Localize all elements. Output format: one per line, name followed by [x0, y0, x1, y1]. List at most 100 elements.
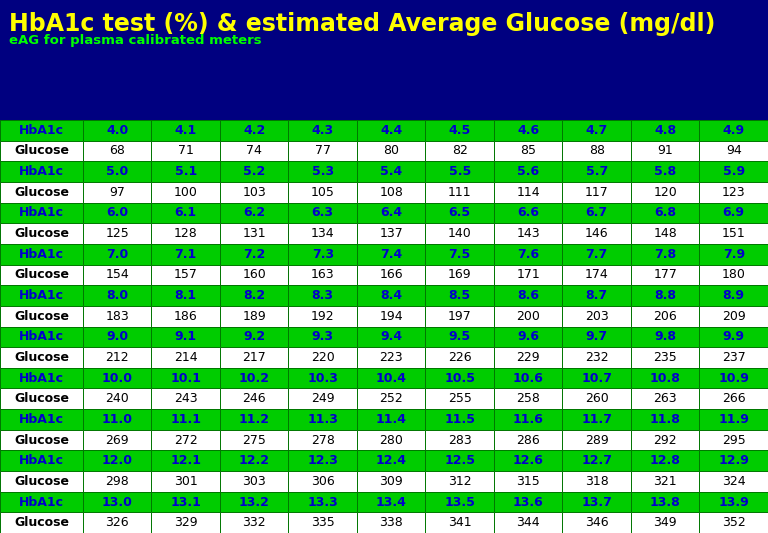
Text: 229: 229: [516, 351, 540, 364]
Text: 6.0: 6.0: [106, 206, 128, 220]
Text: 12.2: 12.2: [239, 454, 270, 467]
Text: 4.2: 4.2: [243, 124, 265, 137]
Bar: [700, 244, 768, 264]
Bar: [494, 327, 562, 347]
Text: HbA1c: HbA1c: [19, 165, 64, 178]
Bar: [220, 223, 289, 244]
Text: 143: 143: [516, 227, 540, 240]
Text: 5.8: 5.8: [654, 165, 677, 178]
Text: 5.0: 5.0: [106, 165, 128, 178]
Bar: [562, 368, 631, 389]
Text: 324: 324: [722, 475, 746, 488]
Bar: [700, 368, 768, 389]
Bar: [83, 182, 151, 203]
Bar: [151, 244, 220, 264]
Bar: [83, 141, 151, 161]
Bar: [631, 430, 700, 450]
Text: 11.2: 11.2: [239, 413, 270, 426]
Text: 105: 105: [311, 186, 335, 199]
Text: 243: 243: [174, 392, 197, 405]
Text: 309: 309: [379, 475, 403, 488]
Bar: [220, 409, 289, 430]
Bar: [700, 141, 768, 161]
Text: 8.4: 8.4: [380, 289, 402, 302]
Bar: [631, 327, 700, 347]
Text: 6.7: 6.7: [586, 206, 607, 220]
Bar: [631, 223, 700, 244]
Bar: [494, 512, 562, 533]
Bar: [631, 161, 700, 182]
Bar: [151, 450, 220, 471]
Bar: [220, 368, 289, 389]
Bar: [631, 203, 700, 223]
Bar: [289, 182, 357, 203]
Bar: [700, 161, 768, 182]
Text: 4.6: 4.6: [517, 124, 539, 137]
Bar: [425, 327, 494, 347]
Bar: [562, 389, 631, 409]
Text: 134: 134: [311, 227, 335, 240]
Bar: [631, 368, 700, 389]
Text: 7.1: 7.1: [174, 248, 197, 261]
Text: 5.2: 5.2: [243, 165, 265, 178]
Text: 11.4: 11.4: [376, 413, 407, 426]
Text: 4.3: 4.3: [312, 124, 334, 137]
Text: 255: 255: [448, 392, 472, 405]
Text: 10.3: 10.3: [307, 372, 338, 385]
Text: 154: 154: [105, 269, 129, 281]
Bar: [494, 409, 562, 430]
Text: Glucose: Glucose: [14, 227, 69, 240]
Text: 13.5: 13.5: [444, 496, 475, 508]
Bar: [494, 306, 562, 327]
Text: 346: 346: [585, 516, 608, 529]
Text: 6.4: 6.4: [380, 206, 402, 220]
Bar: [357, 430, 425, 450]
Text: 275: 275: [242, 433, 266, 447]
Text: 13.8: 13.8: [650, 496, 680, 508]
Text: 117: 117: [585, 186, 608, 199]
Text: 7.7: 7.7: [586, 248, 607, 261]
Text: Glucose: Glucose: [14, 475, 69, 488]
Bar: [700, 306, 768, 327]
Text: 197: 197: [448, 310, 472, 322]
Bar: [562, 161, 631, 182]
Bar: [562, 182, 631, 203]
Bar: [631, 182, 700, 203]
Bar: [562, 141, 631, 161]
Bar: [425, 203, 494, 223]
Text: Glucose: Glucose: [14, 351, 69, 364]
Text: 166: 166: [379, 269, 403, 281]
Bar: [0, 306, 83, 327]
Bar: [83, 409, 151, 430]
Bar: [562, 409, 631, 430]
Text: 10.6: 10.6: [513, 372, 544, 385]
Bar: [631, 409, 700, 430]
Text: Glucose: Glucose: [14, 433, 69, 447]
Bar: [220, 203, 289, 223]
Bar: [289, 244, 357, 264]
Bar: [357, 141, 425, 161]
Text: 91: 91: [657, 144, 673, 157]
Bar: [425, 389, 494, 409]
Bar: [83, 492, 151, 512]
Bar: [151, 471, 220, 492]
Text: 7.8: 7.8: [654, 248, 677, 261]
Bar: [151, 306, 220, 327]
Text: 9.6: 9.6: [517, 330, 539, 343]
Text: 9.4: 9.4: [380, 330, 402, 343]
Bar: [357, 285, 425, 306]
Text: 11.6: 11.6: [513, 413, 544, 426]
Text: 13.7: 13.7: [581, 496, 612, 508]
Text: 192: 192: [311, 310, 335, 322]
Bar: [562, 492, 631, 512]
Bar: [83, 368, 151, 389]
Text: 74: 74: [247, 144, 262, 157]
Bar: [425, 244, 494, 264]
Text: 13.1: 13.1: [170, 496, 201, 508]
Text: 12.0: 12.0: [101, 454, 133, 467]
Bar: [357, 161, 425, 182]
Text: 97: 97: [109, 186, 125, 199]
Text: 240: 240: [105, 392, 129, 405]
Bar: [425, 285, 494, 306]
Bar: [700, 450, 768, 471]
